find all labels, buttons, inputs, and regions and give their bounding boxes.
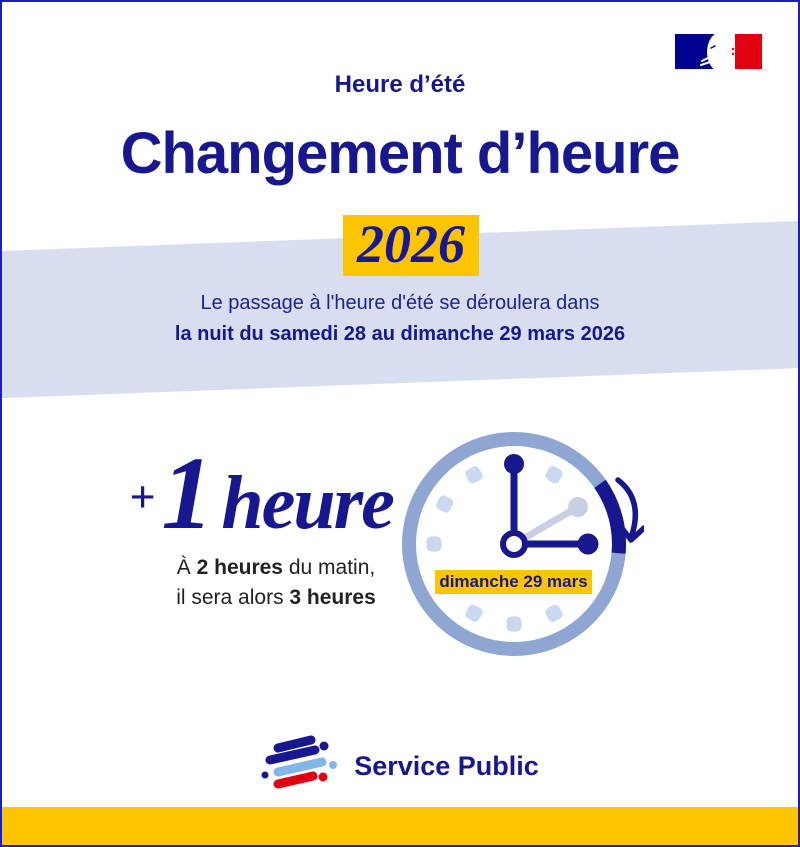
- time-shift-headline: + 1 heure: [118, 442, 404, 546]
- clock-illustration: [402, 432, 644, 656]
- brand-name: Service Public: [354, 750, 539, 781]
- kicker-label: Heure d’été: [334, 71, 466, 98]
- footer-brand: Service Public: [2, 735, 798, 797]
- description-line1: À 2 heures du matin,: [176, 556, 376, 579]
- time-shift-description: À 2 heures du matin, il sera alors 3 heu…: [130, 553, 422, 613]
- clock-skipped-hour-arc: [594, 479, 626, 554]
- bottom-accent-bar: [2, 807, 798, 845]
- shift-unit: heure: [221, 461, 395, 545]
- service-public-logo-icon: [261, 735, 338, 789]
- banner-line2: la nuit du samedi 28 au dimanche 29 mars…: [174, 323, 626, 345]
- date-badge: dimanche 29 mars: [435, 570, 592, 594]
- year-badge: 2026: [343, 213, 479, 276]
- page-title: Changement d’heure: [120, 121, 681, 186]
- year-value: 2026: [357, 213, 465, 274]
- description-line2: il sera alors 3 heures: [176, 586, 376, 609]
- banner-text: Le passage à l'heure d'été se déroulera …: [2, 288, 798, 350]
- clock-hour-markers: [426, 466, 563, 632]
- shift-amount: 1: [161, 436, 213, 551]
- clockwise-arrow-icon: [615, 477, 644, 543]
- banner-line1: Le passage à l'heure d'été se déroulera …: [200, 292, 600, 314]
- plus-sign: +: [129, 471, 156, 522]
- french-republic-flag-icon: [675, 34, 762, 69]
- clock-center-pivot: [500, 530, 528, 558]
